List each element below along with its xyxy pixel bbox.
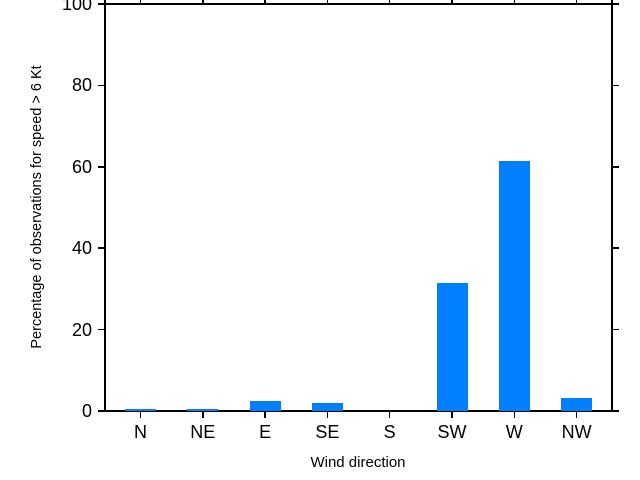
y-tick-label: 100 bbox=[61, 0, 92, 14]
y-tick-left bbox=[97, 247, 104, 249]
y-tick-left bbox=[97, 166, 104, 168]
y-tick-right bbox=[612, 84, 619, 87]
bar-ne bbox=[187, 408, 219, 411]
x-category-label: NW bbox=[561, 422, 592, 442]
y-tick-label: 60 bbox=[71, 156, 92, 177]
x-tick-top bbox=[264, 0, 266, 3]
x-axis-title: Wind direction bbox=[310, 454, 406, 471]
bar-n bbox=[125, 408, 156, 411]
x-tick-bottom bbox=[202, 411, 204, 418]
x-category-label: NE bbox=[190, 422, 216, 442]
top-axis-line bbox=[104, 3, 613, 5]
right-axis-line bbox=[611, 0, 613, 412]
x-tick-top bbox=[451, 0, 453, 3]
y-tick-left bbox=[97, 410, 104, 412]
bar-w bbox=[498, 161, 530, 411]
x-tick-bottom bbox=[575, 411, 578, 418]
y-tick-label: 20 bbox=[71, 319, 92, 340]
x-tick-top bbox=[139, 0, 142, 3]
y-tick-right bbox=[612, 410, 619, 412]
y-tick-label: 40 bbox=[71, 238, 92, 259]
x-tick-bottom bbox=[139, 411, 142, 418]
y-tick-right bbox=[612, 3, 619, 5]
x-tick-top bbox=[388, 0, 391, 3]
bar-e bbox=[249, 400, 281, 411]
y-tick-right bbox=[612, 166, 619, 168]
y-tick-right bbox=[612, 328, 619, 331]
y-tick-left bbox=[97, 328, 104, 331]
y-axis-title: Percentage of observations for speed > 6… bbox=[29, 65, 45, 349]
x-category-label: W bbox=[505, 422, 523, 442]
x-tick-top bbox=[326, 0, 329, 3]
y-tick-left bbox=[97, 84, 104, 87]
y-tick-label: 0 bbox=[81, 401, 92, 421]
x-category-label: SE bbox=[315, 422, 340, 442]
x-tick-top bbox=[575, 0, 578, 3]
y-tick-right bbox=[612, 247, 619, 249]
x-category-label: SW bbox=[437, 422, 467, 442]
y-tick-left bbox=[97, 3, 104, 5]
x-axis-line bbox=[104, 410, 613, 412]
bar-sw bbox=[436, 282, 468, 411]
y-axis-line bbox=[104, 0, 106, 412]
x-category-label: E bbox=[259, 422, 272, 442]
x-tick-bottom bbox=[388, 411, 391, 418]
bar-nw bbox=[561, 397, 593, 411]
bar-se bbox=[311, 403, 343, 411]
x-tick-top bbox=[513, 0, 516, 3]
x-tick-bottom bbox=[451, 411, 453, 418]
x-category-label: N bbox=[134, 422, 147, 442]
x-tick-bottom bbox=[264, 411, 266, 418]
x-tick-top bbox=[202, 0, 204, 3]
x-tick-bottom bbox=[326, 411, 329, 418]
x-category-label: S bbox=[383, 422, 396, 442]
x-tick-bottom bbox=[513, 411, 516, 418]
y-tick-label: 80 bbox=[71, 75, 92, 96]
